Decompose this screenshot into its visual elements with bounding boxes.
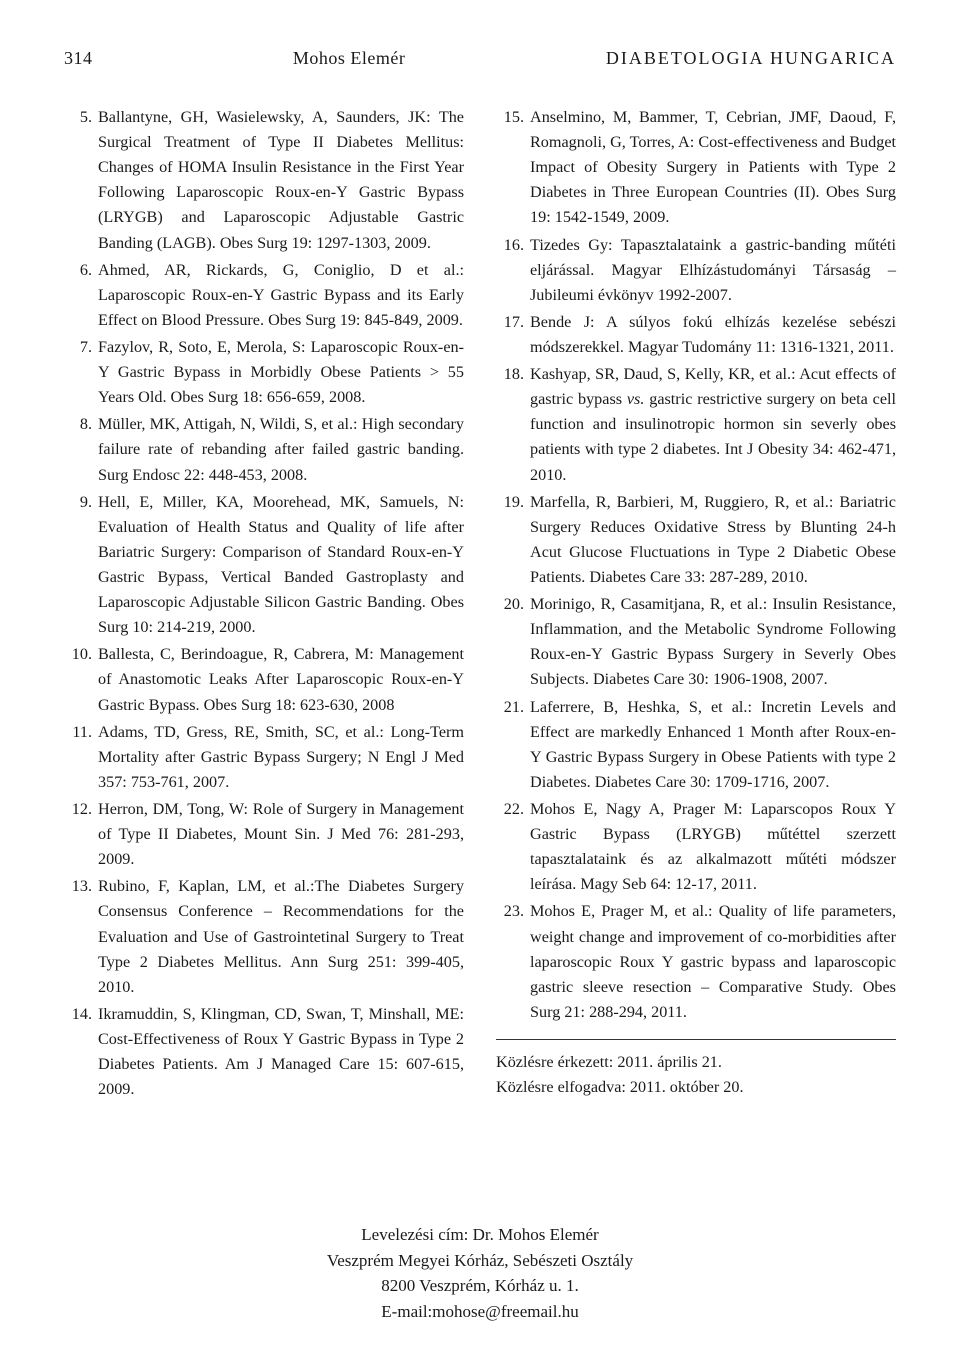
- reference-text: Kashyap, SR, Daud, S, Kelly, KR, et al.:…: [530, 362, 896, 488]
- reference-item: 14.Ikramuddin, S, Klingman, CD, Swan, T,…: [64, 1002, 464, 1102]
- reference-text: Herron, DM, Tong, W: Role of Surgery in …: [98, 797, 464, 872]
- reference-item: 22.Mohos E, Nagy A, Prager M: Laparscopo…: [496, 797, 896, 897]
- reference-number: 16.: [496, 233, 530, 308]
- header-author: Mohos Elemér: [93, 48, 606, 69]
- header-journal: DIABETOLOGIA HUNGARICA: [606, 48, 896, 69]
- page: 314 Mohos Elemér DIABETOLOGIA HUNGARICA …: [0, 0, 960, 1364]
- reference-text: Ahmed, AR, Rickards, G, Coniglio, D et a…: [98, 258, 464, 333]
- accepted-line: Közlésre elfogadva: 2011. október 20.: [496, 1075, 896, 1100]
- reference-text: Hell, E, Miller, KA, Moorehead, MK, Samu…: [98, 490, 464, 641]
- reference-text: Laferrere, B, Heshka, S, et al.: Increti…: [530, 695, 896, 795]
- reference-number: 19.: [496, 490, 530, 590]
- reference-item: 6.Ahmed, AR, Rickards, G, Coniglio, D et…: [64, 258, 464, 333]
- reference-text: Fazylov, R, Soto, E, Merola, S: Laparosc…: [98, 335, 464, 410]
- reference-number: 9.: [64, 490, 98, 641]
- italic-vs: vs.: [627, 390, 645, 408]
- reference-item: 11.Adams, TD, Gress, RE, Smith, SC, et a…: [64, 720, 464, 795]
- reference-text: Ballantyne, GH, Wasielewsky, A, Saunders…: [98, 105, 464, 256]
- reference-number: 7.: [64, 335, 98, 410]
- reference-item: 8.Müller, MK, Attigah, N, Wildi, S, et a…: [64, 412, 464, 487]
- reference-number: 6.: [64, 258, 98, 333]
- reference-number: 5.: [64, 105, 98, 256]
- reference-text: Mohos E, Prager M, et al.: Quality of li…: [530, 899, 896, 1025]
- reference-number: 18.: [496, 362, 530, 488]
- running-head: 314 Mohos Elemér DIABETOLOGIA HUNGARICA: [64, 48, 896, 69]
- reference-text: Ballesta, C, Berindoague, R, Cabrera, M:…: [98, 642, 464, 717]
- reference-text: Ikramuddin, S, Klingman, CD, Swan, T, Mi…: [98, 1002, 464, 1102]
- reference-item: 16.Tizedes Gy: Tapasztalataink a gastric…: [496, 233, 896, 308]
- reference-item: 18.Kashyap, SR, Daud, S, Kelly, KR, et a…: [496, 362, 896, 488]
- reference-item: 19.Marfella, R, Barbieri, M, Ruggiero, R…: [496, 490, 896, 590]
- column-right: 15.Anselmino, M, Bammer, T, Cebrian, JMF…: [496, 105, 896, 1104]
- correspondence-footer: Levelezési cím: Dr. Mohos Elemér Veszpré…: [0, 1222, 960, 1324]
- reference-item: 5.Ballantyne, GH, Wasielewsky, A, Saunde…: [64, 105, 464, 256]
- reference-item: 21.Laferrere, B, Heshka, S, et al.: Incr…: [496, 695, 896, 795]
- reference-text: Rubino, F, Kaplan, LM, et al.:The Diabet…: [98, 874, 464, 1000]
- reference-item: 13.Rubino, F, Kaplan, LM, et al.:The Dia…: [64, 874, 464, 1000]
- reference-text: Anselmino, M, Bammer, T, Cebrian, JMF, D…: [530, 105, 896, 231]
- reference-number: 11.: [64, 720, 98, 795]
- reference-number: 21.: [496, 695, 530, 795]
- page-number: 314: [64, 48, 93, 69]
- reference-text: Morinigo, R, Casamitjana, R, et al.: Ins…: [530, 592, 896, 692]
- reference-item: 23.Mohos E, Prager M, et al.: Quality of…: [496, 899, 896, 1025]
- reference-text: Bende J: A súlyos fokú elhízás kezelése …: [530, 310, 896, 360]
- reference-item: 9.Hell, E, Miller, KA, Moorehead, MK, Sa…: [64, 490, 464, 641]
- reference-number: 20.: [496, 592, 530, 692]
- reference-text: Marfella, R, Barbieri, M, Ruggiero, R, e…: [530, 490, 896, 590]
- reference-item: 17.Bende J: A súlyos fokú elhízás kezelé…: [496, 310, 896, 360]
- footer-line-3: 8200 Veszprém, Kórház u. 1.: [0, 1273, 960, 1299]
- reference-number: 23.: [496, 899, 530, 1025]
- reference-number: 14.: [64, 1002, 98, 1102]
- received-block: Közlésre érkezett: 2011. április 21.Közl…: [496, 1050, 896, 1100]
- reference-number: 12.: [64, 797, 98, 872]
- received-line: Közlésre érkezett: 2011. április 21.: [496, 1050, 896, 1075]
- reference-number: 17.: [496, 310, 530, 360]
- footer-line-4: E-mail:mohose@freemail.hu: [0, 1299, 960, 1325]
- reference-item: 7.Fazylov, R, Soto, E, Merola, S: Laparo…: [64, 335, 464, 410]
- reference-number: 15.: [496, 105, 530, 231]
- reference-item: 10.Ballesta, C, Berindoague, R, Cabrera,…: [64, 642, 464, 717]
- reference-text: Tizedes Gy: Tapasztalataink a gastric-ba…: [530, 233, 896, 308]
- reference-number: 8.: [64, 412, 98, 487]
- reference-item: 20.Morinigo, R, Casamitjana, R, et al.: …: [496, 592, 896, 692]
- footer-line-1: Levelezési cím: Dr. Mohos Elemér: [0, 1222, 960, 1248]
- reference-text: Müller, MK, Attigah, N, Wildi, S, et al.…: [98, 412, 464, 487]
- reference-number: 10.: [64, 642, 98, 717]
- divider: [496, 1039, 896, 1040]
- reference-text: Mohos E, Nagy A, Prager M: Laparscopos R…: [530, 797, 896, 897]
- reference-number: 22.: [496, 797, 530, 897]
- reference-item: 12.Herron, DM, Tong, W: Role of Surgery …: [64, 797, 464, 872]
- footer-line-2: Veszprém Megyei Kórház, Sebészeti Osztál…: [0, 1248, 960, 1274]
- reference-number: 13.: [64, 874, 98, 1000]
- reference-item: 15.Anselmino, M, Bammer, T, Cebrian, JMF…: [496, 105, 896, 231]
- reference-text: Adams, TD, Gress, RE, Smith, SC, et al.:…: [98, 720, 464, 795]
- column-left: 5.Ballantyne, GH, Wasielewsky, A, Saunde…: [64, 105, 464, 1104]
- columns: 5.Ballantyne, GH, Wasielewsky, A, Saunde…: [64, 105, 896, 1104]
- reference-text-tail: gastric restrictive surgery on beta cell…: [530, 390, 896, 483]
